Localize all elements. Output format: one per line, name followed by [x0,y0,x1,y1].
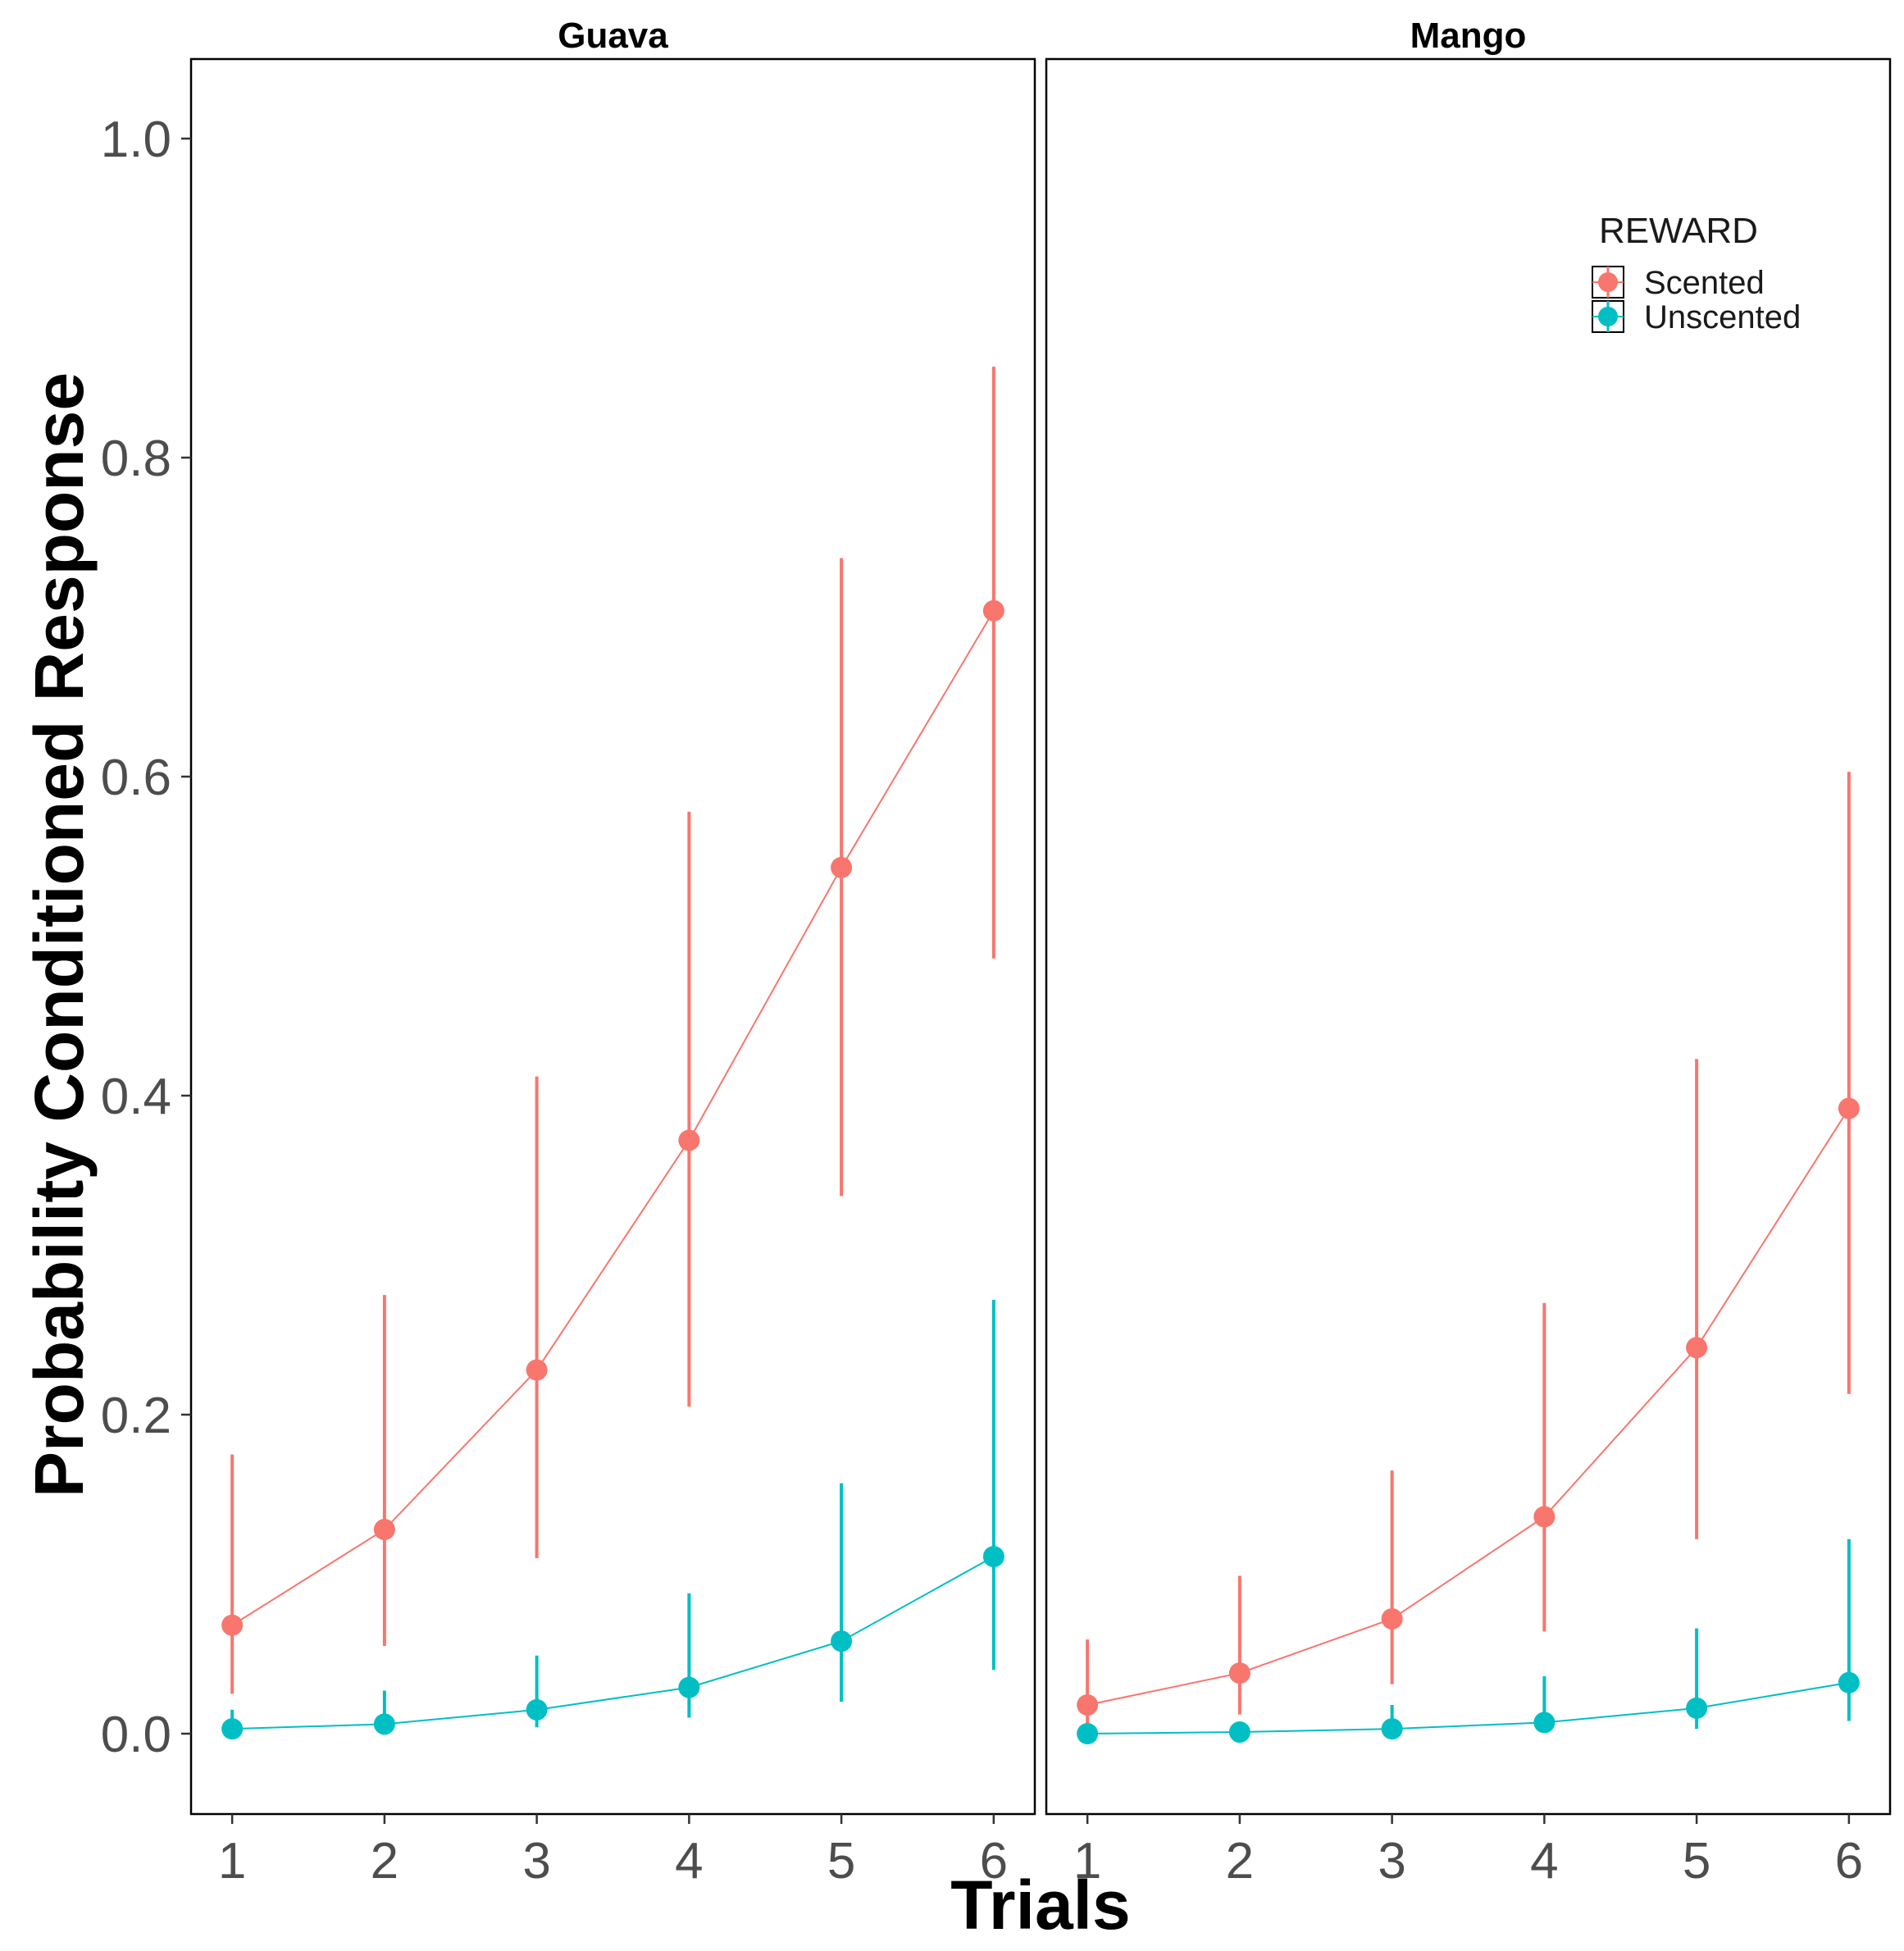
legend-key-point [1598,272,1618,292]
x-tick-label: 6 [1835,1833,1863,1889]
legend-item-unscented: Unscented [1592,299,1801,335]
data-point [1077,1723,1099,1744]
legend-key-point [1598,307,1618,326]
series-unscented [1077,1538,1860,1744]
series-scented [221,367,1004,1694]
legend-title: REWARD [1599,211,1758,251]
series-line [1087,1681,1850,1734]
data-point [1228,1662,1250,1684]
y-tick-label: 0.4 [101,1069,171,1125]
axes-layer: 1 2 3 4 5 6 1 2 3 4 5 6 0.0 0.2 0.4 0.6 0.8 1.0 [101,112,1863,1889]
data-point [982,599,1004,622]
x-tick-label: 2 [371,1833,399,1889]
legend-label: Unscented [1644,299,1801,335]
y-tick-label: 0.2 [101,1388,171,1444]
data-point [1838,1097,1860,1119]
data-point [1228,1721,1250,1744]
x-tick-label: 2 [1226,1833,1254,1889]
data-point [678,1676,700,1698]
data-point [221,1718,244,1740]
x-tick-label: 5 [1683,1833,1710,1889]
panel-title: Mango [1410,16,1527,56]
data-point [526,1359,548,1381]
data-point [831,1630,853,1652]
data-point [1838,1671,1860,1693]
data-point [1533,1506,1556,1528]
legend-label: Scented [1644,265,1765,301]
data-point [373,1519,395,1541]
x-tick-label: 3 [522,1833,550,1889]
series-line [1086,1108,1850,1706]
x-tick-label: 1 [1073,1833,1101,1889]
series-line [232,1556,995,1730]
data-point [526,1698,548,1721]
x-tick-label: 6 [980,1833,1008,1889]
y-tick-label: 0.8 [101,431,171,487]
data-point [1381,1718,1403,1740]
x-tick-label: 4 [1530,1833,1558,1889]
data-point [1533,1712,1556,1734]
panels-layer: Guava Mango [189,16,1892,1816]
legend-item-scented: Scented [1592,265,1765,301]
x-axis-title: Trials [950,1867,1130,1944]
panel-title: Guava [558,16,668,56]
panel-border [189,57,1036,1816]
x-tick-label: 4 [675,1833,703,1889]
x-tick-label: 1 [218,1833,246,1889]
panel-mango: Mango [1045,16,1892,1816]
y-tick-label: 0.6 [101,750,171,806]
data-point [678,1129,700,1151]
data-point [1381,1607,1403,1630]
data-point [1077,1693,1099,1716]
series-scented [1077,772,1860,1728]
y-tick-label: 0.0 [101,1707,171,1763]
data-point [982,1546,1004,1568]
data-point [1686,1337,1708,1359]
data-point [1686,1697,1708,1719]
series-line [231,610,995,1626]
panel-border [1045,57,1892,1816]
data-point [221,1614,244,1636]
y-tick-label: 1.0 [101,112,171,168]
y-axis-title: Probability Conditioned Response [20,372,98,1497]
x-tick-label: 3 [1378,1833,1405,1889]
data-point [831,856,853,878]
data-point [373,1713,395,1735]
x-tick-label: 5 [827,1833,855,1889]
series-unscented [221,1299,1004,1740]
panel-guava: Guava [189,16,1036,1816]
